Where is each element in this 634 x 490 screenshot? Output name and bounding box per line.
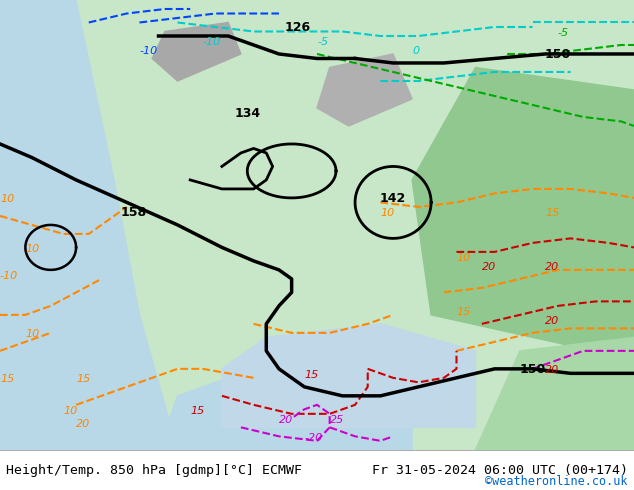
Polygon shape xyxy=(0,0,178,450)
Text: 15: 15 xyxy=(76,374,90,384)
Text: 15: 15 xyxy=(545,208,559,218)
Polygon shape xyxy=(152,23,241,81)
Text: 150: 150 xyxy=(519,364,546,376)
Text: 10: 10 xyxy=(25,329,39,340)
Text: 20: 20 xyxy=(545,366,559,375)
Text: 15: 15 xyxy=(304,370,318,380)
Text: 20: 20 xyxy=(482,262,496,272)
Text: 10: 10 xyxy=(380,208,394,218)
Polygon shape xyxy=(317,54,412,126)
Text: 0: 0 xyxy=(412,46,419,56)
Text: 126: 126 xyxy=(285,22,311,34)
Text: -10: -10 xyxy=(0,271,18,281)
Text: -5: -5 xyxy=(558,28,569,38)
Text: 10: 10 xyxy=(25,244,39,254)
Polygon shape xyxy=(222,324,476,427)
Text: 150: 150 xyxy=(545,49,571,61)
Text: 20: 20 xyxy=(279,415,293,425)
Polygon shape xyxy=(476,337,634,450)
Polygon shape xyxy=(412,68,634,360)
Text: -10: -10 xyxy=(203,37,221,47)
Text: 10: 10 xyxy=(0,195,14,204)
Text: -10: -10 xyxy=(139,46,158,56)
Text: 20: 20 xyxy=(545,316,559,326)
Text: 10: 10 xyxy=(456,253,470,263)
Text: 20: 20 xyxy=(545,262,559,272)
Polygon shape xyxy=(158,369,412,450)
Text: -20: -20 xyxy=(304,433,323,443)
Text: -5: -5 xyxy=(317,37,328,47)
Text: 142: 142 xyxy=(380,193,406,205)
Text: 15: 15 xyxy=(0,374,14,384)
Text: 20: 20 xyxy=(76,419,90,429)
Text: 158: 158 xyxy=(120,206,146,219)
Text: 15: 15 xyxy=(456,307,470,317)
Text: 25: 25 xyxy=(330,415,344,425)
Text: 10: 10 xyxy=(63,406,77,416)
Text: 134: 134 xyxy=(234,107,261,120)
Text: Height/Temp. 850 hPa [gdmp][°C] ECMWF: Height/Temp. 850 hPa [gdmp][°C] ECMWF xyxy=(6,464,302,477)
Text: 15: 15 xyxy=(190,406,204,416)
Text: ©weatheronline.co.uk: ©weatheronline.co.uk xyxy=(485,475,628,488)
Text: Fr 31-05-2024 06:00 UTC (00+174): Fr 31-05-2024 06:00 UTC (00+174) xyxy=(372,464,628,477)
